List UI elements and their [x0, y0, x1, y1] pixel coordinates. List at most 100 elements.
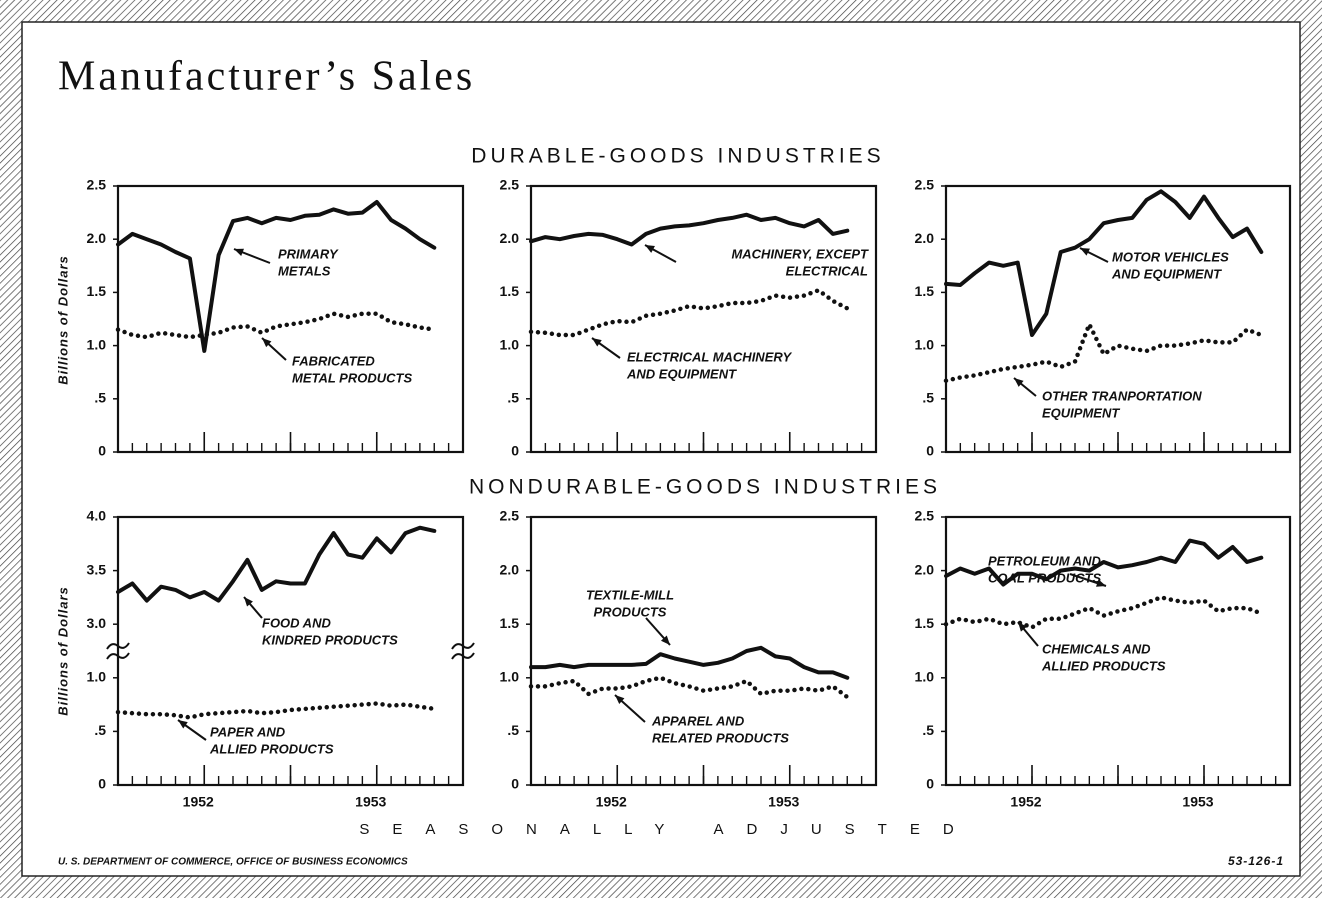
- y-axis-label: Billions of Dollars: [55, 586, 70, 716]
- series-line: [944, 538, 1264, 587]
- series-label: METALS: [278, 263, 331, 278]
- series-label: OTHER TRANPORTATION: [1042, 388, 1202, 403]
- axis-break: [106, 652, 130, 660]
- y-tick-label: 1.5: [500, 615, 520, 631]
- series-line: [943, 595, 1264, 630]
- series-line: [529, 212, 850, 247]
- arrow-head: [1080, 248, 1090, 256]
- series-label: PETROLEUM AND: [988, 553, 1102, 568]
- series-label: FABRICATED: [292, 353, 375, 368]
- y-tick-label: .5: [507, 722, 519, 738]
- series-label: PAPER AND: [210, 724, 286, 739]
- arrow-head: [615, 695, 625, 705]
- series-label: CHEMICALS AND: [1042, 641, 1151, 656]
- y-tick-label: .5: [922, 390, 934, 406]
- y-tick-label: 2.0: [87, 230, 107, 246]
- arrow-head: [645, 245, 655, 253]
- y-tick-label: 0: [926, 443, 934, 459]
- source: U. S. DEPARTMENT OF COMMERCE, OFFICE OF …: [58, 857, 408, 868]
- y-tick-label: 1.5: [500, 283, 520, 299]
- y-tick-label: 1.0: [915, 336, 935, 352]
- series-line: [944, 189, 1264, 337]
- heading: DURABLE-GOODS INDUSTRIES: [471, 145, 884, 168]
- series-label: ELECTRICAL: [786, 263, 868, 278]
- series-label: TEXTILE-MILL: [586, 587, 674, 602]
- series-line: [116, 525, 437, 603]
- y-tick-label: 1.0: [500, 336, 520, 352]
- y-tick-label: 2.5: [500, 508, 520, 524]
- y-tick-label: 1.0: [87, 669, 107, 685]
- y-tick-label: .5: [922, 722, 934, 738]
- y-tick-label: 2.5: [500, 177, 520, 193]
- series-label: ALLIED PRODUCTS: [1041, 658, 1166, 673]
- y-axis-label: Billions of Dollars: [55, 255, 70, 385]
- series-line: [529, 645, 850, 680]
- arrow-head: [262, 338, 272, 348]
- y-tick-label: 3.0: [87, 615, 107, 631]
- x-tick-label: 1953: [1182, 794, 1213, 810]
- y-tick-label: 2.0: [915, 561, 935, 577]
- y-tick-label: 3.5: [87, 561, 107, 577]
- y-tick-label: 1.5: [915, 615, 935, 631]
- series-line: [943, 322, 1264, 383]
- series-label: PRIMARY: [278, 246, 339, 261]
- series-line: [528, 675, 850, 700]
- y-tick-label: 2.5: [87, 177, 107, 193]
- y-tick-label: 0: [926, 776, 934, 792]
- arrow-head: [1018, 622, 1027, 632]
- series-label: MACHINERY, EXCEPT: [731, 246, 869, 261]
- y-tick-label: 2.0: [500, 230, 520, 246]
- y-tick-label: 2.0: [500, 561, 520, 577]
- series-label: AND EQUIPMENT: [626, 366, 737, 381]
- series-line: [116, 200, 437, 353]
- series-label: ELECTRICAL MACHINERY: [627, 349, 793, 364]
- series-line: [115, 311, 437, 340]
- series-label: PRODUCTS: [594, 604, 667, 619]
- series-label: METAL PRODUCTS: [292, 370, 412, 385]
- y-tick-label: 0: [98, 776, 106, 792]
- arrow-head: [178, 720, 188, 729]
- arrow-head: [660, 635, 670, 645]
- y-tick-label: 1.5: [915, 283, 935, 299]
- series-label: AND EQUIPMENT: [1111, 266, 1222, 281]
- axis-break: [451, 652, 475, 660]
- arrow-head: [592, 338, 602, 347]
- y-tick-label: 4.0: [87, 508, 107, 524]
- series-line: [528, 288, 850, 338]
- y-tick-label: 0: [511, 443, 519, 459]
- y-tick-label: 1.0: [500, 669, 520, 685]
- title: Manufacturer’s Sales: [58, 54, 475, 100]
- y-tick-label: .5: [94, 722, 106, 738]
- x-tick-label: 1953: [355, 794, 386, 810]
- y-tick-label: 0: [98, 443, 106, 459]
- series-label: FOOD AND: [262, 615, 331, 630]
- series-label: KINDRED PRODUCTS: [262, 632, 398, 647]
- series-label: RELATED PRODUCTS: [652, 730, 789, 745]
- y-tick-label: 1.0: [87, 336, 107, 352]
- arrow-head: [1096, 579, 1106, 587]
- series-line: [115, 701, 437, 720]
- x-tick-label: 1952: [183, 794, 214, 810]
- axis-break: [106, 642, 130, 650]
- series-label: MOTOR VEHICLES: [1112, 249, 1229, 264]
- arrow-head: [234, 248, 244, 256]
- x-tick-label: 1953: [768, 794, 799, 810]
- x-tick-label: 1952: [596, 794, 627, 810]
- y-tick-label: 1.0: [915, 669, 935, 685]
- y-tick-label: .5: [507, 390, 519, 406]
- y-tick-label: 2.0: [915, 230, 935, 246]
- heading: NONDURABLE-GOODS INDUSTRIES: [469, 476, 941, 499]
- y-tick-label: 2.5: [915, 508, 935, 524]
- code: 53-126-1: [1228, 854, 1284, 868]
- y-tick-label: .5: [94, 390, 106, 406]
- y-tick-label: 0: [511, 776, 519, 792]
- arrow-head: [1014, 378, 1024, 387]
- y-tick-label: 1.5: [87, 283, 107, 299]
- series-label: APPAREL AND: [651, 713, 745, 728]
- y-tick-label: 2.5: [915, 177, 935, 193]
- axis-break: [451, 642, 475, 650]
- arrow-head: [244, 597, 253, 607]
- series-label: EQUIPMENT: [1042, 405, 1120, 420]
